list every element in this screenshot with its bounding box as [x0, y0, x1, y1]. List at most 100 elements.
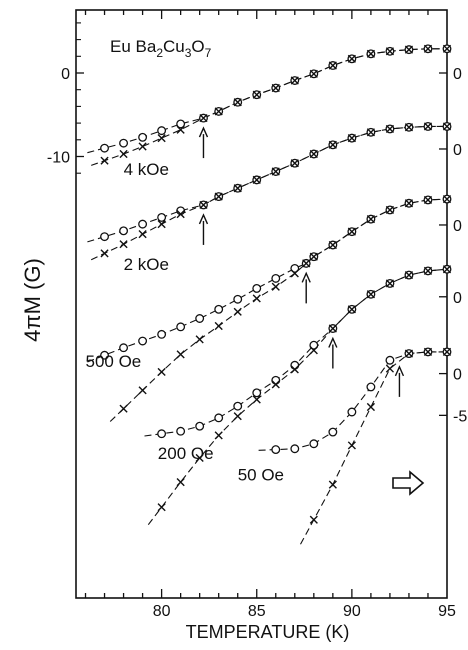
marker-zfc [214, 321, 223, 331]
cross-stroke [233, 412, 242, 421]
x-tick-label: 90 [343, 603, 361, 620]
cross-stroke [328, 240, 337, 250]
cross-stroke [176, 210, 185, 219]
cross-stroke [199, 113, 208, 123]
cross-stroke [157, 220, 166, 229]
marker-zfc [309, 515, 318, 524]
field-label: 500 Oe [86, 352, 142, 371]
x-tick-label: 85 [248, 603, 266, 620]
cross-stroke [328, 140, 337, 149]
cross-stroke [366, 49, 375, 58]
marker-fc [176, 322, 186, 332]
zfc-curve [109, 198, 448, 422]
marker-fc [233, 401, 243, 411]
onset-arrow [301, 271, 311, 304]
cross-stroke [138, 386, 147, 395]
zfc-curve [91, 48, 447, 166]
marker-circled-cross-inner [442, 347, 452, 356]
cross-stroke [271, 167, 280, 176]
marker-circled-cross-inner [347, 305, 356, 314]
x-tick-label: 95 [438, 603, 456, 620]
right-y-tick-label: 0 [453, 218, 462, 235]
y-axis-label: 4πM (G) [20, 258, 45, 342]
marker-fc [100, 232, 109, 242]
marker-fc [138, 219, 148, 229]
cross-stroke [366, 290, 375, 299]
fc-curve [258, 351, 447, 451]
cross-stroke [328, 480, 337, 489]
zfc-curve [300, 351, 447, 545]
zfc-curve [90, 125, 447, 261]
marker-fc [309, 439, 319, 449]
arrow-head [394, 365, 405, 377]
marker-circled-cross-inner [290, 76, 299, 85]
marker-zfc [176, 210, 185, 219]
cross-stroke [385, 279, 395, 288]
marker-fc [290, 360, 300, 370]
marker-zfc [157, 367, 166, 377]
cross-stroke [347, 441, 356, 450]
marker-zfc [385, 364, 395, 373]
cross-stroke [385, 205, 395, 215]
arrow-head [198, 213, 209, 225]
marker-fc [100, 143, 109, 153]
marker-zfc [366, 402, 375, 412]
marker-zfc [195, 453, 204, 463]
cross-stroke [302, 259, 311, 268]
cross-stroke [252, 90, 261, 99]
marker-zfc [195, 335, 204, 344]
cross-stroke [309, 346, 318, 355]
cross-stroke [328, 61, 337, 70]
cross-stroke [404, 349, 414, 358]
marker-circled-cross-inner [328, 240, 337, 250]
marker-fc [366, 382, 376, 392]
cross-stroke [423, 122, 433, 131]
marker-circled-cross-inner [442, 122, 452, 131]
marker-fc [138, 336, 148, 346]
cross-stroke [233, 184, 242, 193]
cross-stroke [100, 249, 109, 258]
chart-labels: 80 85 90 95 TEMPERATURE (K) 4πM (G) 0 -10 0 0 0 0 0 -… [20, 37, 467, 642]
marker-fc [195, 314, 205, 323]
data-markers [100, 44, 452, 524]
onset-arrows [198, 126, 425, 496]
cross-stroke [138, 142, 147, 151]
marker-fc [157, 429, 167, 439]
cross-stroke [100, 156, 109, 165]
marker-zfc [233, 307, 242, 316]
marker-circled-cross-inner [442, 44, 452, 53]
marker-circled-cross-inner [214, 107, 223, 116]
marker-circled-cross-inner [328, 140, 337, 149]
marker-zfc [138, 142, 147, 151]
y-tick-label: 0 [61, 66, 70, 83]
marker-zfc [176, 478, 185, 487]
marker-circled-cross-inner [385, 205, 395, 215]
marker-zfc [138, 386, 147, 395]
marker-fc [271, 273, 281, 283]
cross-stroke [423, 266, 433, 275]
cross-stroke [214, 192, 223, 201]
marker-circled-cross-inner [328, 324, 337, 333]
cross-stroke [214, 107, 223, 116]
title-subscript: 3 [185, 46, 192, 60]
cross-stroke [404, 199, 414, 208]
marker-fc [252, 283, 262, 293]
marker-zfc [290, 269, 299, 278]
marker-circled-cross-inner [347, 54, 356, 63]
marker-circled-cross-inner [328, 61, 337, 70]
cross-stroke [252, 294, 261, 303]
field-label: 2 kOe [124, 255, 169, 274]
marker-circled-cross-inner [366, 49, 375, 58]
marker-circled-cross-inner [252, 90, 261, 99]
marker-zfc [347, 441, 356, 450]
marker-fc [176, 119, 186, 129]
cross-stroke [366, 128, 375, 137]
cross-stroke [214, 321, 223, 331]
cross-stroke [176, 478, 185, 487]
title-subscript: 2 [156, 46, 163, 60]
marker-fc [157, 126, 167, 136]
marker-circled-cross-inner [290, 159, 299, 168]
marker-circled-cross-inner [366, 128, 375, 137]
marker-fc [271, 445, 281, 455]
cross-stroke [423, 195, 433, 205]
